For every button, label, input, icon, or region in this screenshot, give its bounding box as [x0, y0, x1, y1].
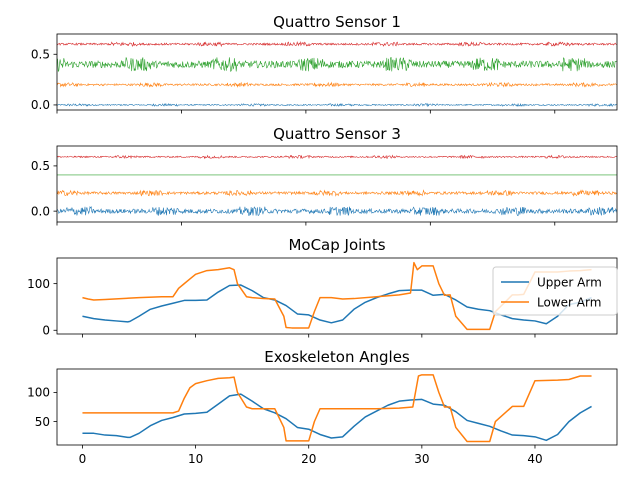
legend-label-upper-arm: Upper Arm	[537, 276, 602, 290]
subplot-quattro-sensor-1: Quattro Sensor 1 0.0 0.5	[31, 13, 618, 114]
subplot-mocap-joints: MoCap Joints 0 100 Upper Arm Lower Arm	[27, 236, 618, 338]
x-tick-label: 0	[79, 452, 87, 466]
y-tick-label: 0.5	[31, 48, 50, 62]
subplot-title: MoCap Joints	[288, 236, 385, 254]
x-tick-label: 40	[527, 452, 542, 466]
axes-frame	[56, 145, 618, 223]
y-tick-label: 100	[27, 277, 50, 291]
series-line-upper-arm	[82, 284, 592, 325]
series-group	[57, 41, 617, 108]
signal-line-series-3	[57, 41, 617, 48]
legend: Upper Arm Lower Arm	[492, 266, 618, 316]
y-tick-label: 0.0	[31, 98, 50, 112]
y-tick-label: 100	[27, 386, 50, 400]
series-line-series-0	[82, 393, 592, 442]
plot-area: 0 100	[27, 257, 618, 338]
x-tick-label: 30	[414, 452, 429, 466]
x-tick-label: 20	[301, 452, 316, 466]
signal-line-series-0	[57, 205, 617, 217]
series-group	[82, 374, 592, 443]
subplot-quattro-sensor-3: Quattro Sensor 3 0.0 0.5	[31, 125, 618, 226]
plot-area: 50 100 0 10 20 30 40	[27, 368, 618, 466]
y-tick-label: 0.5	[31, 159, 50, 173]
signal-line-series-1	[57, 189, 617, 197]
signal-line-series-1	[57, 81, 617, 88]
series-line-series-1	[82, 374, 592, 443]
subplot-title: Quattro Sensor 1	[273, 13, 401, 31]
signal-line-series-2	[57, 56, 617, 73]
subplot-title: Quattro Sensor 3	[273, 125, 401, 143]
x-tick-label: 10	[188, 452, 203, 466]
subplot-title: Exoskeleton Angles	[264, 348, 410, 366]
y-tick-label: 0	[42, 324, 50, 338]
y-tick-label: 0.0	[31, 204, 50, 218]
plot-area: 0.0 0.5	[31, 33, 618, 114]
signal-line-series-0	[57, 102, 617, 108]
axes-frame	[56, 33, 618, 111]
subplot-exoskeleton-angles: Exoskeleton Angles 50 100 0 10 20 30 40	[27, 348, 618, 466]
legend-box	[492, 266, 618, 316]
y-tick-label: 50	[35, 415, 50, 429]
plot-area: 0.0 0.5	[31, 145, 618, 226]
legend-label-lower-arm: Lower Arm	[537, 296, 601, 310]
series-line-lower-arm	[82, 261, 592, 331]
axes-frame	[56, 368, 618, 446]
signal-line-series-3	[57, 154, 617, 160]
series-group	[82, 261, 592, 331]
series-group	[57, 154, 617, 217]
